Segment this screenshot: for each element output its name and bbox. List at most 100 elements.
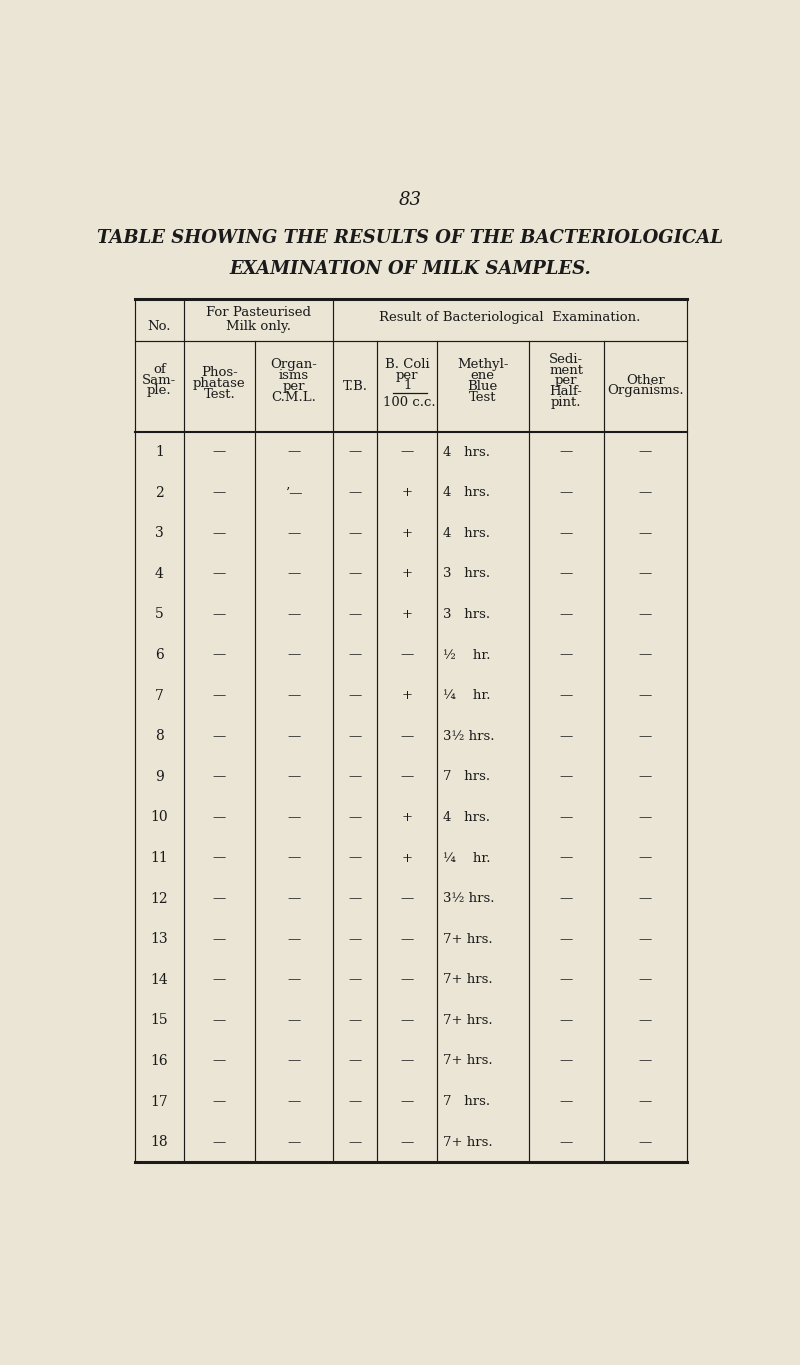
Text: 100 c.c.: 100 c.c. (383, 396, 436, 410)
Text: —: — (213, 568, 226, 580)
Text: —: — (213, 893, 226, 905)
Text: Organisms.: Organisms. (607, 385, 683, 397)
Text: —: — (401, 730, 414, 743)
Text: —: — (213, 852, 226, 864)
Text: 3   hrs.: 3 hrs. (443, 568, 490, 580)
Text: —: — (348, 770, 362, 784)
Text: —: — (638, 1095, 652, 1108)
Text: ¼    hr.: ¼ hr. (443, 852, 491, 864)
Text: —: — (401, 1055, 414, 1067)
Text: —: — (638, 568, 652, 580)
Text: —: — (559, 648, 573, 662)
Text: 10: 10 (150, 811, 168, 824)
Text: —: — (213, 811, 226, 824)
Text: —: — (401, 1136, 414, 1149)
Text: —: — (559, 1095, 573, 1108)
Text: Blue: Blue (468, 379, 498, 393)
Text: +: + (402, 527, 413, 539)
Text: +: + (402, 852, 413, 864)
Text: Milk only.: Milk only. (226, 319, 290, 333)
Text: 3½ hrs.: 3½ hrs. (443, 893, 495, 905)
Text: 7+ hrs.: 7+ hrs. (443, 1014, 493, 1026)
Text: —: — (559, 1055, 573, 1067)
Text: —: — (401, 932, 414, 946)
Text: —: — (559, 689, 573, 702)
Text: per: per (555, 374, 578, 388)
Text: —: — (213, 648, 226, 662)
Text: —: — (401, 1095, 414, 1108)
Text: ene: ene (471, 369, 495, 382)
Text: of: of (153, 363, 166, 375)
Text: Test: Test (469, 390, 497, 404)
Text: 1: 1 (155, 445, 164, 459)
Text: —: — (559, 445, 573, 459)
Text: 15: 15 (150, 1013, 168, 1028)
Text: —: — (638, 486, 652, 500)
Text: —: — (287, 730, 300, 743)
Text: —: — (638, 1014, 652, 1026)
Text: —: — (287, 1055, 300, 1067)
Text: 6: 6 (155, 648, 164, 662)
Text: —: — (213, 973, 226, 987)
Text: —: — (348, 527, 362, 539)
Text: —: — (638, 852, 652, 864)
Text: —: — (287, 893, 300, 905)
Text: —: — (348, 811, 362, 824)
Text: TABLE SHOWING THE RESULTS OF THE BACTERIOLOGICAL: TABLE SHOWING THE RESULTS OF THE BACTERI… (97, 229, 723, 247)
Text: —: — (287, 852, 300, 864)
Text: 9: 9 (155, 770, 164, 784)
Text: —: — (287, 770, 300, 784)
Text: 2: 2 (155, 486, 164, 500)
Text: 4   hrs.: 4 hrs. (443, 486, 490, 500)
Text: pint.: pint. (551, 396, 582, 410)
Text: 7   hrs.: 7 hrs. (443, 770, 490, 784)
Text: —: — (287, 648, 300, 662)
Text: +: + (402, 811, 413, 824)
Text: EXAMINATION OF MILK SAMPLES.: EXAMINATION OF MILK SAMPLES. (229, 261, 591, 278)
Text: —: — (287, 527, 300, 539)
Text: —: — (213, 1136, 226, 1149)
Text: 17: 17 (150, 1095, 168, 1108)
Text: —: — (638, 893, 652, 905)
Text: For Pasteurised: For Pasteurised (206, 306, 310, 319)
Text: —: — (348, 648, 362, 662)
Text: 4   hrs.: 4 hrs. (443, 811, 490, 824)
Text: 3½ hrs.: 3½ hrs. (443, 730, 495, 743)
Text: ment: ment (549, 363, 583, 377)
Text: —: — (559, 973, 573, 987)
Text: Half-: Half- (550, 385, 582, 399)
Text: —: — (287, 689, 300, 702)
Text: +: + (402, 486, 413, 500)
Text: —: — (213, 1055, 226, 1067)
Text: 11: 11 (150, 850, 168, 865)
Text: —: — (638, 648, 652, 662)
Text: —: — (287, 932, 300, 946)
Text: —: — (559, 730, 573, 743)
Text: 13: 13 (150, 932, 168, 946)
Text: 7+ hrs.: 7+ hrs. (443, 973, 493, 987)
Text: —: — (559, 607, 573, 621)
Text: 7   hrs.: 7 hrs. (443, 1095, 490, 1108)
Text: ½    hr.: ½ hr. (443, 648, 491, 662)
Text: —: — (213, 932, 226, 946)
Text: phatase: phatase (193, 377, 246, 390)
Text: isms: isms (278, 369, 309, 382)
Text: No.: No. (147, 321, 171, 333)
Text: —: — (348, 607, 362, 621)
Text: —: — (638, 730, 652, 743)
Text: —: — (213, 1014, 226, 1026)
Text: —: — (559, 811, 573, 824)
Text: Test.: Test. (203, 388, 235, 400)
Text: —: — (287, 445, 300, 459)
Text: T.B.: T.B. (342, 379, 367, 393)
Text: —: — (213, 527, 226, 539)
Text: 8: 8 (155, 729, 164, 743)
Text: per: per (282, 379, 305, 393)
Text: —: — (213, 607, 226, 621)
Text: —: — (559, 1014, 573, 1026)
Text: C.M.L.: C.M.L. (271, 390, 316, 404)
Text: —: — (348, 1095, 362, 1108)
Text: 7+ hrs.: 7+ hrs. (443, 1055, 493, 1067)
Text: Organ-: Organ- (270, 358, 317, 371)
Text: —: — (348, 1055, 362, 1067)
